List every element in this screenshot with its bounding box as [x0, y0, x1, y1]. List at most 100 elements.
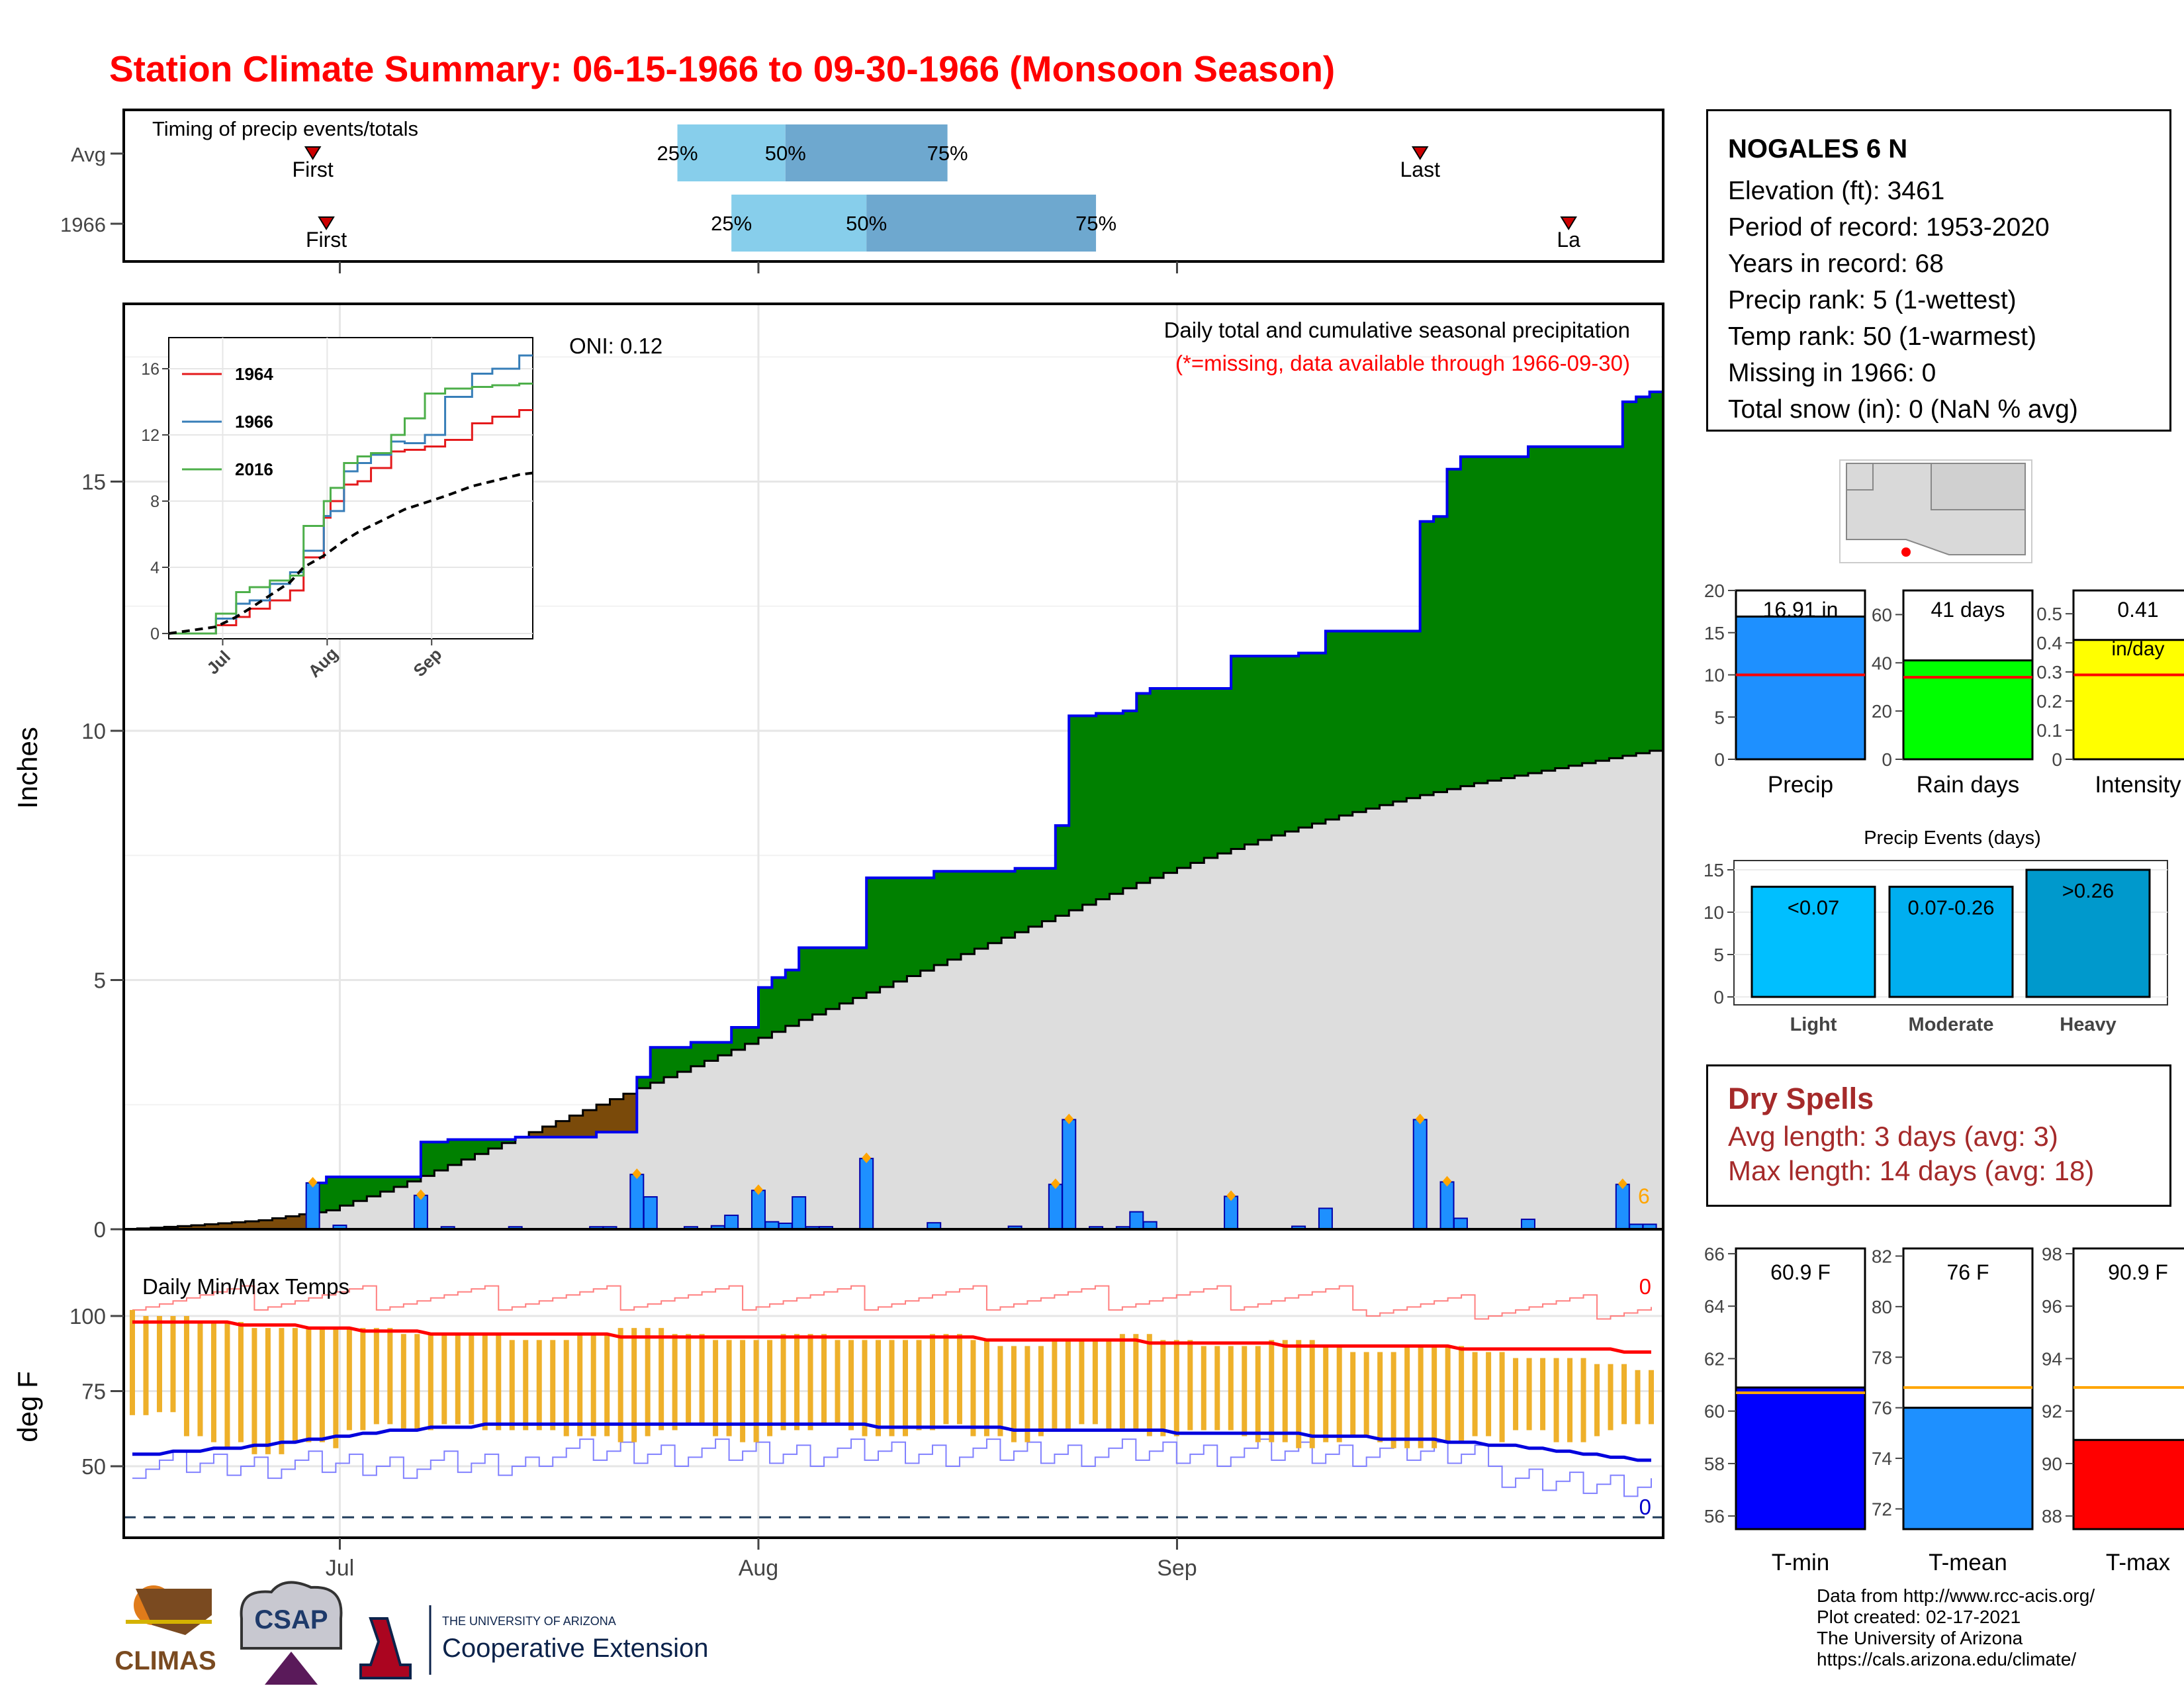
temps-panel: Daily Min/Max Temps 0 0 50 75 100 Jul Aug Sep deg… — [12, 1228, 1664, 1581]
temp-range-bar — [943, 1334, 949, 1425]
summary-y-tick-label: 74 — [1872, 1448, 1892, 1469]
event-marker — [1415, 1113, 1425, 1125]
precip-summary-panel: 0 5 10 15 20 16.91 in Precip 0 20 40 60 41 days Rain… — [1704, 581, 2184, 798]
summary-y-tick-label: 0.3 — [2036, 662, 2062, 682]
temp-range-bar — [929, 1334, 935, 1430]
temp-range-bar — [1445, 1346, 1451, 1442]
events-y-tick-label: 0 — [1713, 987, 1724, 1008]
temp-range-bar — [428, 1334, 433, 1430]
location-map — [1839, 459, 2032, 563]
summary-y-tick-label: 78 — [1872, 1347, 1892, 1368]
temp-range-bar — [1513, 1358, 1519, 1430]
temp-range-bar — [1594, 1364, 1600, 1436]
temp-range-bar — [265, 1328, 271, 1454]
summary-value-label: 41 days — [1931, 598, 2005, 622]
summary-y-tick-label: 0 — [1714, 749, 1725, 770]
temp-range-bar — [1540, 1358, 1546, 1430]
daily-precip-bar — [1412, 1119, 1428, 1230]
temp-range-bar — [469, 1334, 475, 1425]
summary-bar — [2072, 639, 2184, 761]
timing-title: Timing of precip events/totals — [152, 117, 418, 140]
summary-bar — [1735, 615, 1866, 761]
daily-precip-bar — [1224, 1196, 1239, 1231]
summary-y-tick-label: 90 — [2042, 1454, 2062, 1474]
station-temp-rank: Temp rank: 50 (1-warmest) — [1728, 322, 2036, 351]
temp-range-bar — [590, 1334, 596, 1436]
summary-y-tick-label: 92 — [2042, 1401, 2062, 1422]
event-marker — [1617, 1178, 1627, 1190]
summary-bar — [1902, 1407, 2034, 1530]
event-marker — [1442, 1176, 1452, 1187]
temp-range-bar — [1052, 1340, 1058, 1430]
temp-range-bar — [1580, 1358, 1586, 1442]
daily-precip-bar — [724, 1214, 739, 1231]
temp-range-bar — [1377, 1352, 1383, 1442]
temp-range-bar — [1472, 1352, 1478, 1436]
inset-series-2016 — [169, 383, 533, 635]
precip-title: Daily total and cumulative seasonal prec… — [1164, 318, 1630, 342]
end-label: 6 — [1638, 1184, 1650, 1208]
daily-precip-bar — [1062, 1119, 1077, 1230]
temp-range-bar — [1269, 1340, 1275, 1442]
temp-range-bar — [659, 1328, 664, 1430]
temp-range-bar — [156, 1316, 162, 1413]
summary-y-tick-label: 98 — [2042, 1244, 2062, 1264]
ua-logo-icon — [359, 1617, 412, 1679]
temp-range-bar — [550, 1340, 556, 1430]
temp-range-bar — [699, 1334, 705, 1425]
temp-range-bar — [1404, 1346, 1410, 1448]
station-location-dot — [1901, 547, 1911, 557]
events-bar-label: <0.07 — [1788, 896, 1839, 919]
temp-range-bar — [143, 1316, 149, 1415]
temp-range-bar — [1635, 1370, 1641, 1425]
average-area — [124, 748, 1663, 1229]
temp-range-bar — [1363, 1352, 1369, 1436]
inset-y-tick-label: 12 — [141, 426, 159, 445]
summary-value-label: 90.9 F — [2108, 1260, 2168, 1284]
page-title: Station Climate Summary: 06-15-1966 to 0… — [109, 48, 1336, 89]
temp-range-bar — [889, 1340, 895, 1436]
temp-range-bar — [224, 1322, 230, 1448]
summary-value-label: 76 F — [1946, 1260, 1989, 1284]
y-tick-label: 5 — [94, 968, 106, 993]
temp-range-bar — [360, 1328, 366, 1430]
events-title: Precip Events (days) — [1864, 827, 2041, 849]
cumulative-1966-line — [124, 391, 1663, 1231]
daily-precip-bar — [1520, 1218, 1535, 1230]
events-y-tick-label: 5 — [1713, 945, 1724, 965]
summary-y-tick-label: 20 — [1872, 701, 1892, 722]
event-marker — [1050, 1178, 1060, 1190]
temp-range-bar — [210, 1322, 216, 1442]
temp-range-bar — [1608, 1364, 1614, 1430]
temp-range-bar — [238, 1322, 244, 1442]
inset-y-tick-label: 4 — [150, 559, 159, 577]
summary-y-tick-label: 0 — [1882, 749, 1892, 770]
temp-range-bar — [496, 1334, 502, 1430]
summary-y-tick-label: 20 — [1704, 581, 1725, 601]
temp-range-bar — [956, 1334, 962, 1425]
csap-logo-text: CSAP — [254, 1605, 328, 1634]
summary-y-tick-label: 60 — [1872, 604, 1892, 625]
temp-range-bar — [1214, 1346, 1220, 1430]
daily-precip-bar — [1048, 1184, 1063, 1230]
temps-y-tick-label: 75 — [81, 1380, 106, 1404]
temp-range-bar — [400, 1334, 406, 1430]
precip-subtitle: (*=missing, data available through 1966-… — [1175, 351, 1630, 375]
temp-range-bar — [645, 1328, 651, 1436]
summary-y-tick-label: 58 — [1704, 1454, 1725, 1474]
temp-range-bar — [183, 1316, 189, 1436]
temp-range-bar — [1133, 1334, 1139, 1430]
credit-date: Plot created: 02-17-2021 — [1817, 1607, 2021, 1627]
event-marker — [753, 1184, 763, 1196]
summary-y-tick-label: 80 — [1872, 1297, 1892, 1317]
temp-range-bar — [713, 1340, 719, 1436]
summary-y-tick-label: 0.2 — [2036, 691, 2062, 712]
csap-mountain-icon — [265, 1652, 318, 1685]
tmax-normal-line — [132, 1320, 1651, 1354]
station-info-box: NOGALES 6 N Elevation (ft): 3461 Period … — [1706, 109, 2171, 432]
last-label: La — [1557, 228, 1580, 252]
temp-range-bar — [1065, 1340, 1071, 1430]
temp-range-bar — [455, 1334, 461, 1425]
summary-y-tick-label: 0.1 — [2036, 720, 2062, 741]
temp-range-bar — [563, 1340, 569, 1436]
